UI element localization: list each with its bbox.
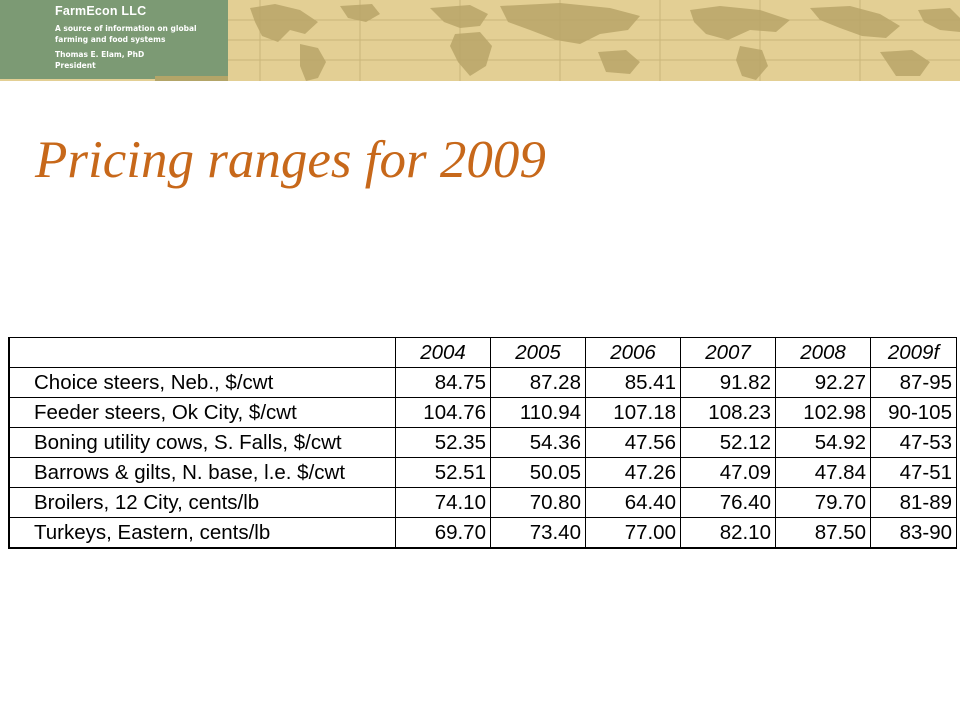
table-row: Broilers, 12 City, cents/lb 74.10 70.80 … [8,487,957,518]
table-cell: 54.92 [775,427,871,458]
table-header-row: 2004 2005 2006 2007 2008 2009f [8,337,957,368]
table-cell: 52.35 [395,427,491,458]
table-cell: 85.41 [585,367,681,398]
row-label: Broilers, 12 City, cents/lb [8,487,396,518]
table-cell: 108.23 [680,397,776,428]
row-label: Choice steers, Neb., $/cwt [8,367,396,398]
table-cell: 50.05 [490,457,586,488]
table-cell: 47.26 [585,457,681,488]
table-cell: 87.50 [775,517,871,549]
table-cell: 47-53 [870,427,957,458]
company-tagline: A source of information on global farmin… [55,23,218,45]
row-label: Turkeys, Eastern, cents/lb [8,517,396,549]
table-cell: 83-90 [870,517,957,549]
logo-accent-strip [155,76,228,81]
table-cell: 52.51 [395,457,491,488]
table-header-year: 2008 [775,337,871,368]
table-cell: 69.70 [395,517,491,549]
table-cell: 110.94 [490,397,586,428]
author-name: Thomas E. Elam, PhD [55,50,145,59]
table-cell: 47-51 [870,457,957,488]
table-header-year: 2006 [585,337,681,368]
company-name: FarmEcon LLC [55,4,147,18]
table-cell: 87-95 [870,367,957,398]
table-cell: 77.00 [585,517,681,549]
table-row: Barrows & gilts, N. base, l.e. $/cwt 52.… [8,457,957,488]
table-header-year: 2005 [490,337,586,368]
table-cell: 70.80 [490,487,586,518]
pricing-table: 2004 2005 2006 2007 2008 2009f Choice st… [8,337,957,549]
tagline-line-2: farming and food systems [55,35,166,44]
table-cell: 64.40 [585,487,681,518]
table-cell: 47.09 [680,457,776,488]
table-cell: 47.56 [585,427,681,458]
table-cell: 104.76 [395,397,491,428]
table-row: Turkeys, Eastern, cents/lb 69.70 73.40 7… [8,517,957,549]
row-label: Boning utility cows, S. Falls, $/cwt [8,427,396,458]
author-block: Thomas E. Elam, PhD President [55,49,218,71]
table-cell: 102.98 [775,397,871,428]
page-title: Pricing ranges for 2009 [35,131,546,189]
table-cell: 107.18 [585,397,681,428]
table-cell: 84.75 [395,367,491,398]
author-title: President [55,61,96,70]
table-cell: 79.70 [775,487,871,518]
table-cell: 92.27 [775,367,871,398]
table-cell: 87.28 [490,367,586,398]
table-row: Feeder steers, Ok City, $/cwt 104.76 110… [8,397,957,428]
table-cell: 81-89 [870,487,957,518]
table-cell: 74.10 [395,487,491,518]
table-header-label [8,337,396,368]
table-row: Boning utility cows, S. Falls, $/cwt 52.… [8,427,957,458]
header-banner: FarmEcon LLC A source of information on … [0,0,960,81]
row-label: Feeder steers, Ok City, $/cwt [8,397,396,428]
table-cell: 91.82 [680,367,776,398]
table-cell: 73.40 [490,517,586,549]
table-row: Choice steers, Neb., $/cwt 84.75 87.28 8… [8,367,957,398]
table-cell: 54.36 [490,427,586,458]
row-label: Barrows & gilts, N. base, l.e. $/cwt [8,457,396,488]
world-map-icon [228,0,960,81]
table-cell: 82.10 [680,517,776,549]
tagline-line-1: A source of information on global [55,24,197,33]
table-header-forecast: 2009f [870,337,957,368]
table-cell: 76.40 [680,487,776,518]
company-logo-box: FarmEcon LLC A source of information on … [0,0,228,79]
table-header-year: 2004 [395,337,491,368]
table-cell: 47.84 [775,457,871,488]
table-header-year: 2007 [680,337,776,368]
table-cell: 90-105 [870,397,957,428]
table-cell: 52.12 [680,427,776,458]
